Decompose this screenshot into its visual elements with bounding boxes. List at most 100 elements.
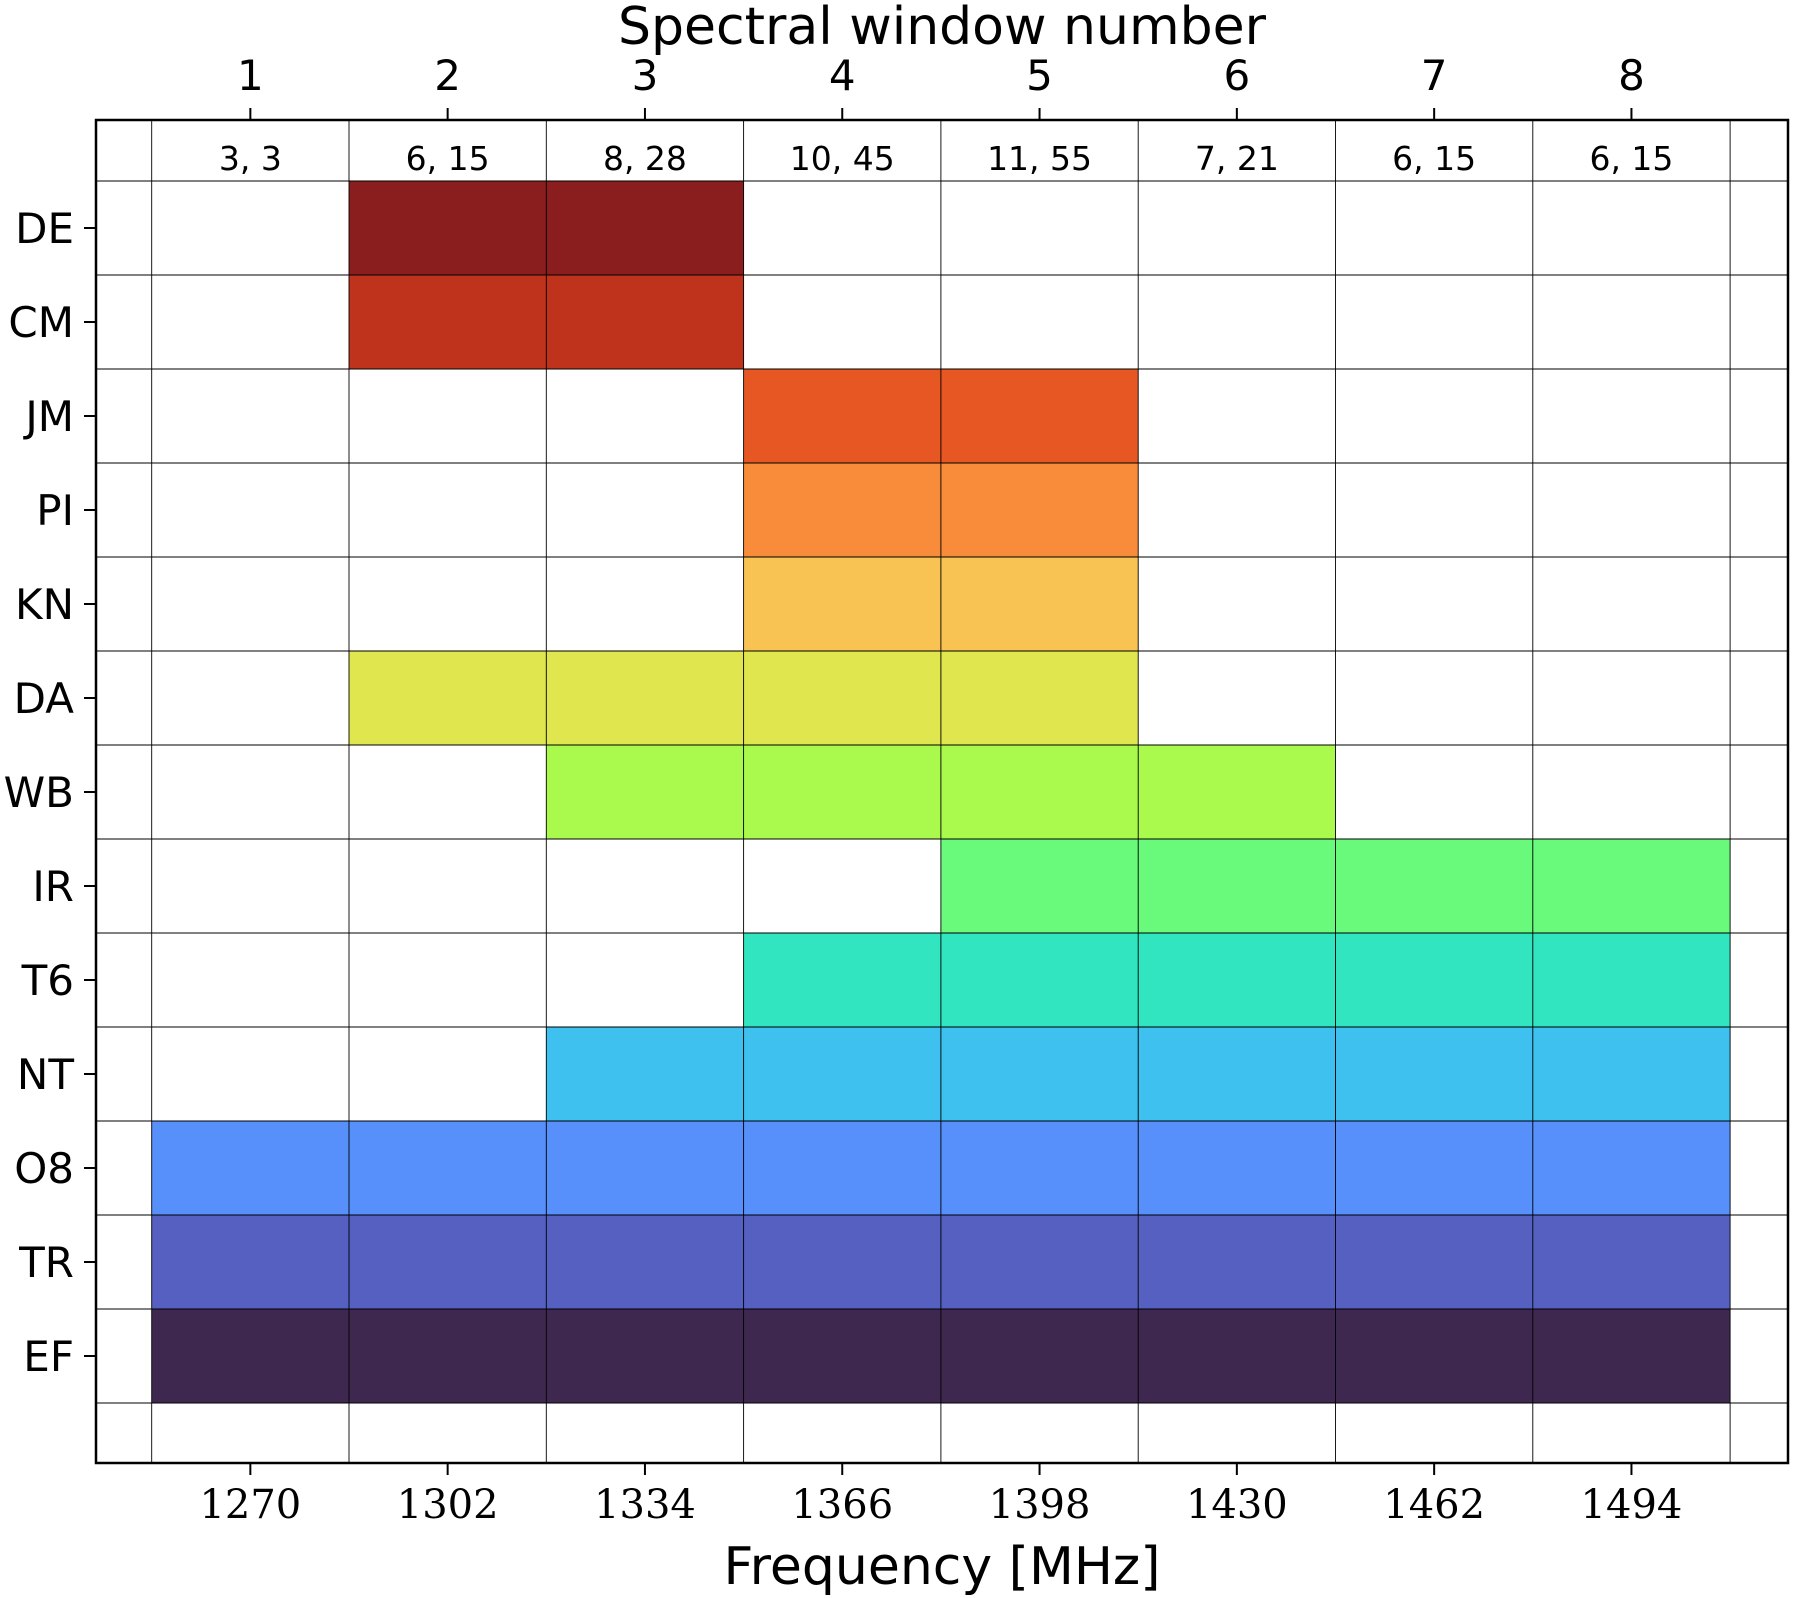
- cell-EF-7: [1335, 1309, 1533, 1403]
- cell-TR-5: [940, 1215, 1139, 1309]
- x-tick-label: 1334: [594, 1482, 696, 1528]
- top-tick-label: 8: [1618, 51, 1645, 100]
- y-tick-label-JM: JM: [22, 392, 74, 441]
- y-tick-label-O8: O8: [14, 1144, 74, 1193]
- cell-NT-7: [1335, 1027, 1533, 1121]
- cell-T6-5: [940, 933, 1139, 1027]
- column-annotations: 3, 3 6, 15 8, 28 10, 45 11, 55 7, 21 6, 15 6, 1…: [219, 139, 1674, 178]
- cell-DA-4: [743, 651, 941, 745]
- y-tick-label-T6: T6: [21, 956, 74, 1005]
- cell-EF-3: [546, 1309, 744, 1403]
- chart-title: Spectral window number: [618, 0, 1267, 57]
- cell-TR-8: [1532, 1215, 1731, 1309]
- cell-WB-3: [546, 745, 744, 839]
- top-tick-label: 4: [829, 51, 856, 100]
- y-tick-label-NT: NT: [17, 1050, 74, 1099]
- cell-DE-2: [349, 181, 547, 275]
- cell-T6-8: [1532, 933, 1731, 1027]
- cell-NT-3: [546, 1027, 744, 1121]
- x-axis-label: Frequency [MHz]: [724, 1537, 1161, 1597]
- cell-IR-6: [1138, 839, 1336, 933]
- cell-NT-5: [940, 1027, 1139, 1121]
- cell-IR-7: [1335, 839, 1533, 933]
- cell-O8-6: [1138, 1121, 1336, 1215]
- cell-NT-8: [1532, 1027, 1731, 1121]
- cell-EF-2: [349, 1309, 547, 1403]
- column-annotation: 6, 15: [406, 139, 490, 178]
- cell-EF-5: [940, 1309, 1139, 1403]
- y-tick-label-KN: KN: [15, 580, 74, 629]
- cell-TR-1: [151, 1215, 349, 1309]
- top-tick-label: 3: [632, 51, 659, 100]
- column-annotation: 11, 55: [987, 139, 1092, 178]
- cell-EF-8: [1532, 1309, 1731, 1403]
- y-tick-label-EF: EF: [23, 1332, 74, 1381]
- cell-DA-3: [546, 651, 744, 745]
- y-tick-label-WB: WB: [4, 768, 74, 817]
- cell-DA-2: [349, 651, 547, 745]
- grid-lines: [96, 120, 1788, 1463]
- y-tick-label-TR: TR: [18, 1238, 74, 1287]
- cell-TR-3: [546, 1215, 744, 1309]
- column-annotation: 10, 45: [790, 139, 895, 178]
- y-tick-label-DE: DE: [15, 204, 74, 253]
- top-tick-label: 2: [434, 51, 461, 100]
- x-tick-label: 1430: [1186, 1482, 1288, 1528]
- y-tick-label-DA: DA: [14, 674, 75, 723]
- column-annotation: 8, 28: [603, 139, 687, 178]
- cell-T6-6: [1138, 933, 1336, 1027]
- cell-WB-5: [940, 745, 1139, 839]
- cell-JM-4: [743, 369, 941, 463]
- y-tick-label-CM: CM: [8, 298, 74, 347]
- cell-PI-5: [940, 463, 1139, 557]
- cell-IR-8: [1532, 839, 1731, 933]
- x-tick-label: 1494: [1581, 1482, 1683, 1528]
- cell-T6-7: [1335, 933, 1533, 1027]
- cell-KN-5: [940, 557, 1139, 651]
- cell-O8-8: [1532, 1121, 1731, 1215]
- cell-O8-2: [349, 1121, 547, 1215]
- cell-JM-5: [940, 369, 1139, 463]
- cell-WB-6: [1138, 745, 1336, 839]
- column-annotation: 7, 21: [1195, 139, 1279, 178]
- column-annotation: 6, 15: [1392, 139, 1476, 178]
- x-tick-label: 1270: [199, 1482, 301, 1528]
- cell-IR-5: [940, 839, 1139, 933]
- y-tick-label-PI: PI: [36, 486, 74, 535]
- cell-O8-5: [940, 1121, 1139, 1215]
- cell-NT-6: [1138, 1027, 1336, 1121]
- x-tick-label: 1398: [989, 1482, 1091, 1528]
- cell-DA-5: [940, 651, 1139, 745]
- cell-T6-4: [743, 933, 941, 1027]
- top-tick-label: 5: [1026, 51, 1053, 100]
- column-annotation: 3, 3: [219, 139, 282, 178]
- cell-O8-1: [151, 1121, 349, 1215]
- cell-TR-2: [349, 1215, 547, 1309]
- top-tick-label: 1: [237, 51, 264, 100]
- y-tick-label-IR: IR: [32, 862, 74, 911]
- cell-TR-7: [1335, 1215, 1533, 1309]
- top-tick-label: 6: [1223, 51, 1250, 100]
- top-axis: 1 2 3 4 5 6 7 8: [237, 51, 1645, 120]
- top-tick-label: 7: [1421, 51, 1448, 100]
- x-tick-label: 1462: [1383, 1482, 1485, 1528]
- cell-TR-6: [1138, 1215, 1336, 1309]
- cell-CM-3: [546, 275, 744, 369]
- cell-DE-3: [546, 181, 744, 275]
- cell-PI-4: [743, 463, 941, 557]
- x-tick-label: 1366: [791, 1482, 893, 1528]
- x-tick-label: 1302: [397, 1482, 499, 1528]
- heatmap-cells: [151, 181, 1731, 1403]
- cell-CM-2: [349, 275, 547, 369]
- cell-KN-4: [743, 557, 941, 651]
- cell-NT-4: [743, 1027, 941, 1121]
- cell-EF-1: [151, 1309, 349, 1403]
- column-annotation: 6, 15: [1589, 139, 1673, 178]
- cell-EF-4: [743, 1309, 941, 1403]
- y-axis: DE CM JM PI KN DA WB IR T6 NT O8 TR EF: [4, 204, 96, 1381]
- cell-WB-4: [743, 745, 941, 839]
- cell-TR-4: [743, 1215, 941, 1309]
- cell-O8-4: [743, 1121, 941, 1215]
- cell-O8-7: [1335, 1121, 1533, 1215]
